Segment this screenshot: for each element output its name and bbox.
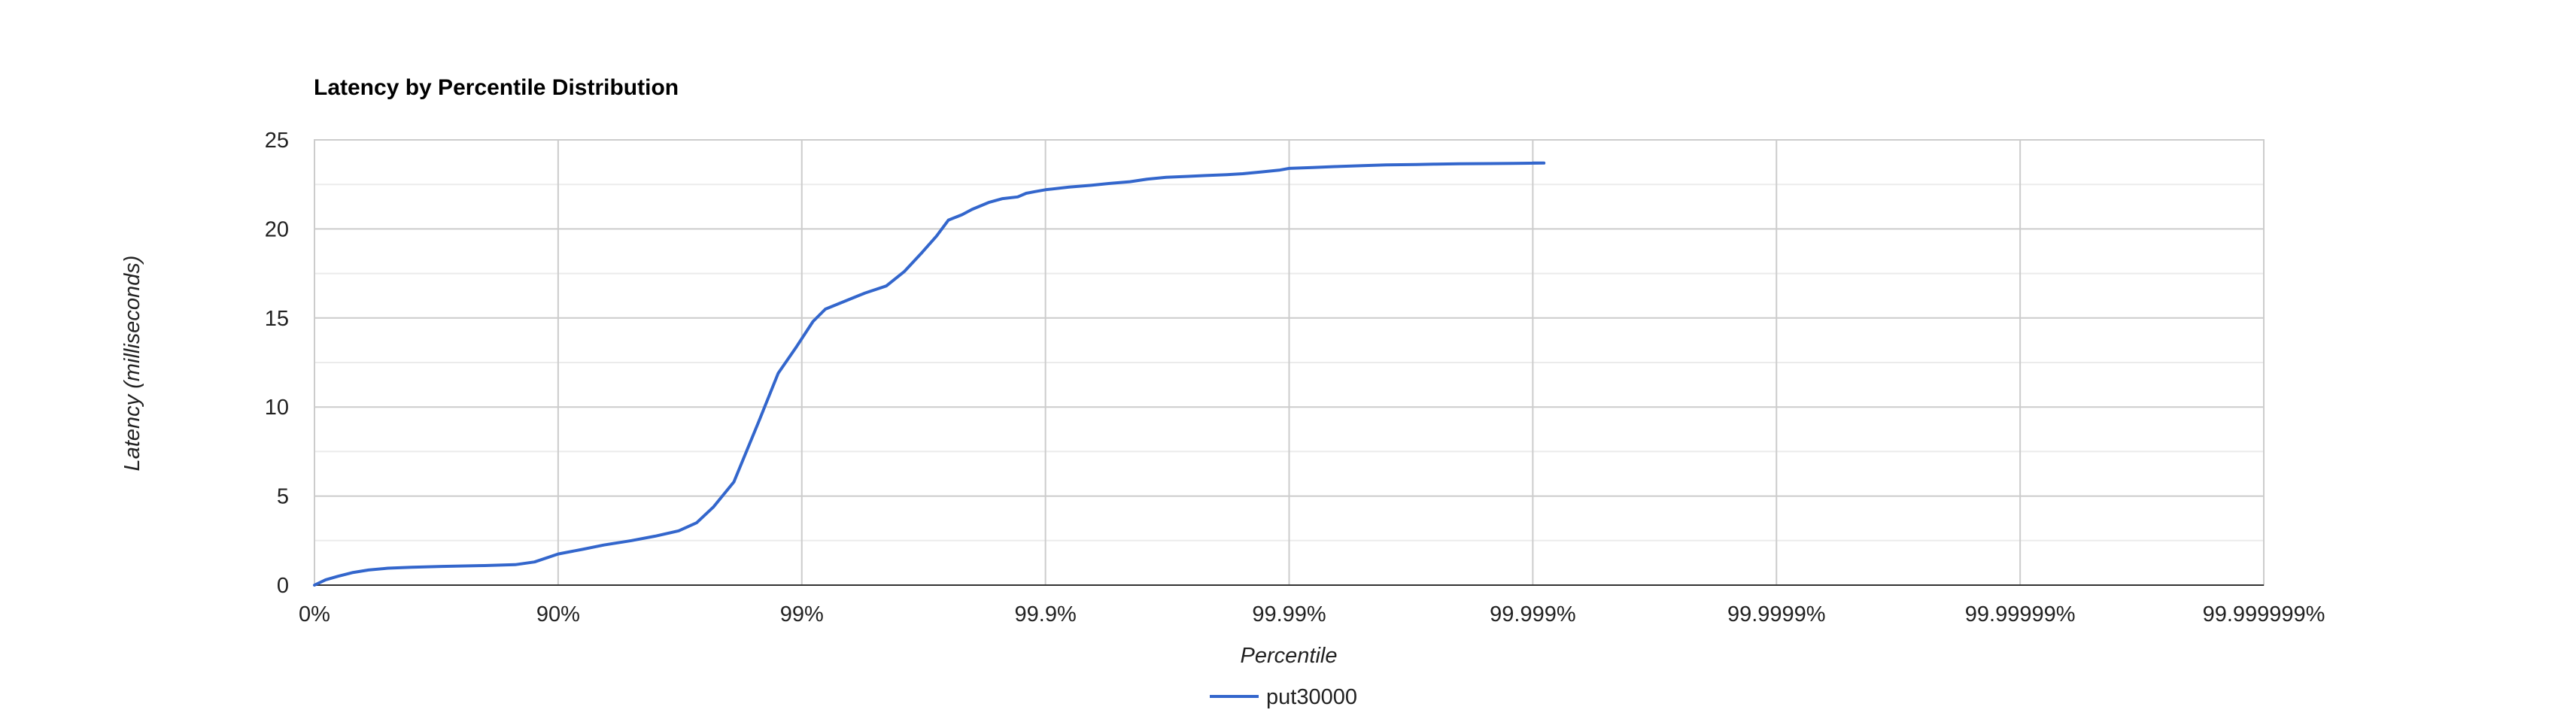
x-tick-label: 99.9999% — [1727, 602, 1826, 626]
y-tick-label: 0 — [277, 574, 289, 598]
legend[interactable]: put30000 — [1210, 685, 1357, 709]
y-tick-label: 15 — [265, 307, 289, 331]
y-tick-label: 25 — [265, 129, 289, 153]
x-tick-label: 99.99% — [1252, 602, 1326, 626]
x-tick-label: 99.999999% — [2203, 602, 2325, 626]
y-tick-label: 5 — [277, 485, 289, 509]
x-tick-label: 99.99999% — [1965, 602, 2076, 626]
chart-title: Latency by Percentile Distribution — [314, 75, 679, 100]
y-axis-label: Latency (milliseconds) — [120, 256, 144, 472]
x-tick-label: 0% — [299, 602, 330, 626]
x-axis-ticks: 0% 90% 99% 99.9% 99.99% 99.999% 99.9999% 99.999… — [299, 602, 2325, 626]
y-tick-label: 10 — [265, 396, 289, 420]
grid — [314, 139, 2265, 586]
x-tick-label: 99.999% — [1490, 602, 1576, 626]
series-line-put30000 — [313, 161, 1546, 587]
series-layer — [313, 161, 1546, 587]
x-tick-label: 90% — [536, 602, 580, 626]
x-tick-label: 99% — [780, 602, 824, 626]
y-axis-ticks: 0 5 10 15 20 25 — [265, 129, 289, 598]
y-tick-label: 20 — [265, 217, 289, 241]
x-axis-label: Percentile — [1241, 644, 1338, 668]
legend-label: put30000 — [1266, 685, 1357, 709]
x-tick-label: 99.9% — [1015, 602, 1077, 626]
